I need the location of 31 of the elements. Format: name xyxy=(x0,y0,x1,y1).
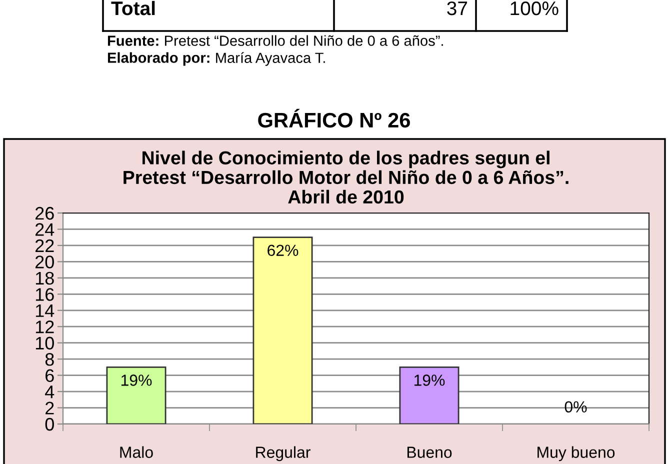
annotation: 62% xyxy=(268,244,298,256)
text: Elaborado por: xyxy=(108,52,210,66)
y-tick-label: 22 xyxy=(35,239,54,252)
text: María Ayavaca T. xyxy=(216,52,325,66)
y-tick-label: 16 xyxy=(36,288,54,301)
y-tick-label: 2 xyxy=(46,402,54,414)
y-tick-label: 8 xyxy=(45,353,54,366)
y-tick-label: 10 xyxy=(36,336,54,350)
x-tick-label: Muy bueno xyxy=(538,446,615,462)
y-tick-label: 24 xyxy=(35,223,54,236)
y-tick-label: 0 xyxy=(45,418,54,431)
x-tick-label: Bueno xyxy=(407,446,452,458)
y-tick-label: 14 xyxy=(36,304,54,317)
x-tick-label: Malo xyxy=(120,446,153,458)
x-tick-label: Regular xyxy=(256,446,310,462)
text: 37 xyxy=(447,1,468,16)
text: Pretest “Desarrollo del Niño de 0 a 6 años”. xyxy=(165,35,443,46)
annotation: 0% xyxy=(564,401,587,413)
y-tick-label: 18 xyxy=(36,272,54,285)
annotation: 19% xyxy=(121,374,152,386)
y-tick-label: 20 xyxy=(35,256,54,268)
text: 100% xyxy=(510,1,558,16)
y-tick-label: 26 xyxy=(35,206,54,220)
text: Total xyxy=(111,0,155,16)
y-tick-label: 12 xyxy=(36,320,54,334)
text: GRÁFICO Nº 26 xyxy=(258,108,410,128)
y-tick-label: 6 xyxy=(46,369,54,382)
source-note: Fuente: xyxy=(108,36,158,46)
chart-title: Nivel de Conocimiento de los padres segun el Pretest “Desarrollo Motor del Niño de 0 a 6 Años”. Abril de 2010 xyxy=(124,150,568,204)
y-tick-label: 4 xyxy=(45,386,54,398)
annotation: 19% xyxy=(414,374,445,386)
